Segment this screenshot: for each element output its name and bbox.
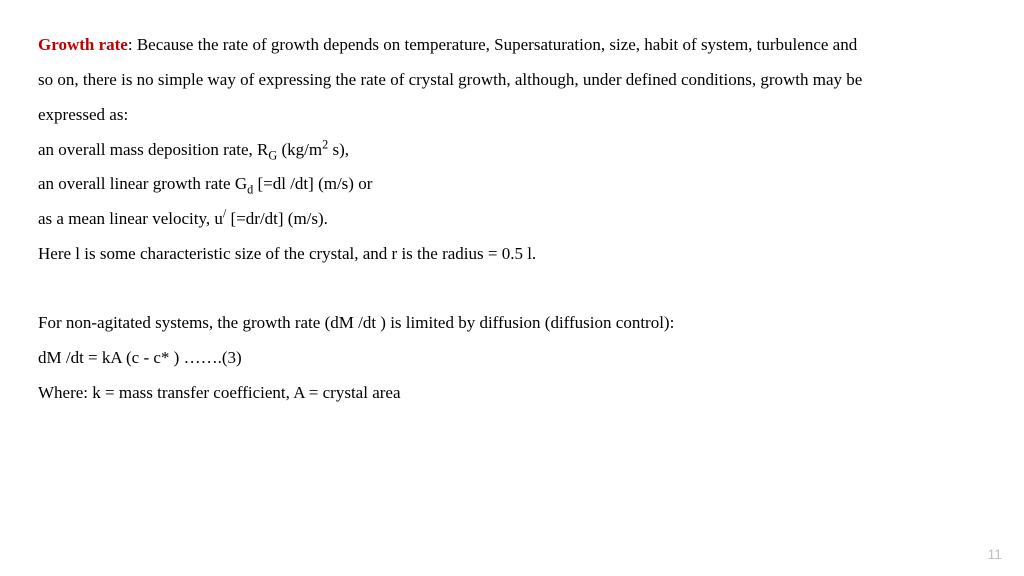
paragraph-spacer xyxy=(38,272,986,306)
rate1-sub: G xyxy=(268,148,277,162)
rate3-post: [=dr/dt] (m/s). xyxy=(226,209,328,228)
rate-line-2: an overall linear growth rate Gd [=dl /d… xyxy=(38,167,986,202)
page-number: 11 xyxy=(987,546,1002,562)
rate2-pre: an overall linear growth rate G xyxy=(38,174,247,193)
rate2-post: [=dl /dt] (m/s) or xyxy=(253,174,372,193)
para2-line2: dM /dt = kA (c - c* ) …….(3) xyxy=(38,341,986,376)
rate3-pre: as a mean linear velocity, u xyxy=(38,209,223,228)
heading-term: Growth rate xyxy=(38,35,128,54)
para2-line1: For non-agitated systems, the growth rat… xyxy=(38,306,986,341)
rate1-pre: an overall mass deposition rate, R xyxy=(38,140,268,159)
rate-line-3: as a mean linear velocity, u/ [=dr/dt] (… xyxy=(38,202,986,237)
rate-line-1: an overall mass deposition rate, RG (kg/… xyxy=(38,133,986,168)
para-line-1: Growth rate: Because the rate of growth … xyxy=(38,28,986,63)
para1-line7: Here l is some characteristic size of th… xyxy=(38,237,986,272)
rate1-post: s), xyxy=(328,140,349,159)
body-text: Growth rate: Because the rate of growth … xyxy=(38,28,986,410)
rate1-mid: (kg/m xyxy=(277,140,322,159)
para1-line1a: : Because the rate of growth depends on … xyxy=(128,35,857,54)
para2-line3: Where: k = mass transfer coefficient, A … xyxy=(38,376,986,411)
slide-page: Growth rate: Because the rate of growth … xyxy=(0,0,1024,576)
para1-line2: so on, there is no simple way of express… xyxy=(38,63,986,98)
para1-line3: expressed as: xyxy=(38,98,986,133)
